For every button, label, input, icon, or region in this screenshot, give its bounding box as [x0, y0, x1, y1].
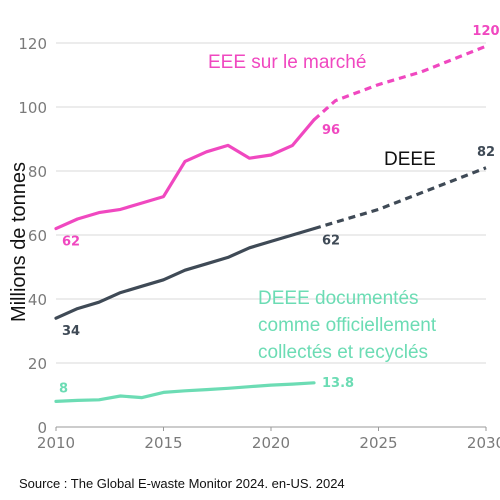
series-end-label: 96 — [322, 123, 340, 138]
series-line — [54, 227, 316, 320]
series-end-label: 13.8 — [322, 376, 354, 391]
y-tick-label: 60 — [28, 227, 47, 245]
series-name-label: comme officiellement — [258, 315, 437, 336]
series-start-label: 62 — [62, 235, 80, 250]
x-tick-label: 2010 — [37, 434, 75, 452]
y-tick-label: 100 — [18, 99, 47, 117]
y-axis-label: Millions de tonnes — [8, 162, 30, 322]
x-tick-label: 2025 — [359, 434, 397, 452]
series-projection-line — [312, 44, 487, 121]
series-name-label: DEEE documentés — [258, 288, 419, 309]
source-note: Source : The Global E-waste Monitor 2024… — [19, 476, 345, 491]
series-line — [54, 381, 316, 403]
y-tick-label: 40 — [28, 291, 47, 309]
series-end-label: 62 — [322, 234, 340, 249]
projection-end-label: 120 — [472, 24, 499, 39]
y-tick-label: 0 — [37, 419, 47, 437]
series-name-label: collectés et recyclés — [258, 342, 428, 363]
x-tick-label: 2015 — [144, 434, 182, 452]
series-start-label: 34 — [62, 324, 80, 339]
y-tick-label: 80 — [28, 163, 47, 181]
x-tick-label: 2030 — [467, 434, 500, 452]
x-tick-label: 2020 — [252, 434, 290, 452]
series-projection-line — [313, 166, 487, 231]
y-tick-label: 20 — [28, 355, 47, 373]
series-line — [54, 118, 316, 231]
series-layer — [54, 44, 487, 403]
series-name-label: DEEE — [384, 149, 436, 170]
projection-end-label: 82 — [477, 145, 495, 160]
series-start-label: 8 — [59, 381, 68, 396]
y-tick-label: 120 — [18, 35, 47, 53]
labels-layer: 62 96 120 EEE sur le marché 34 62 82 DEEE 8 13.8 D… — [59, 24, 500, 396]
grid: 0 20 40 60 80 100 120 2010 2015 2020 2025 2030 — [18, 35, 500, 452]
series-name-label: EEE sur le marché — [208, 52, 366, 73]
